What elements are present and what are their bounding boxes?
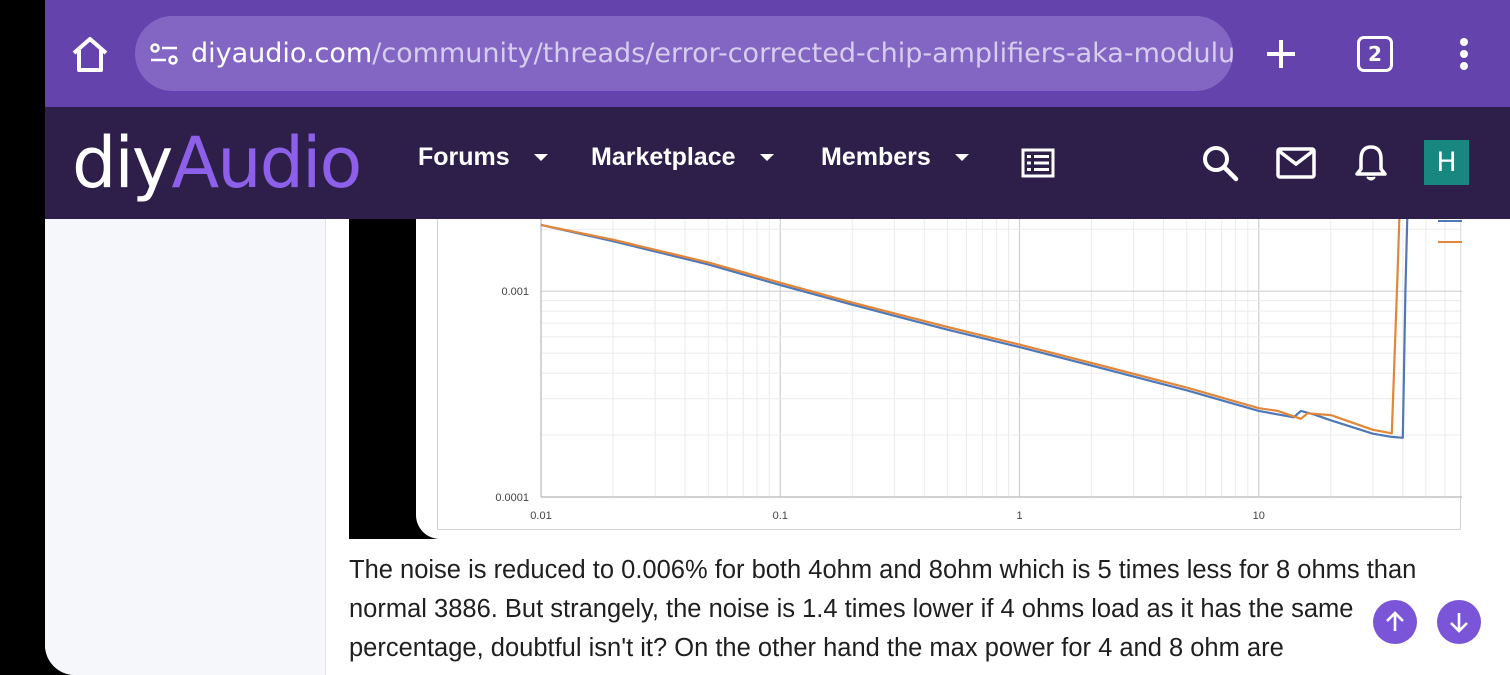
logo-part-1: diy	[72, 122, 173, 204]
url-path: /community/threads/error-corrected-chip-…	[372, 38, 1233, 69]
x-tick-label: 10	[1253, 510, 1265, 522]
bell-icon	[1355, 145, 1387, 181]
mail-icon	[1276, 147, 1316, 179]
site-header: diyAudio Forums Marketplace Members	[45, 107, 1510, 219]
nav-members-label: Members	[821, 143, 931, 171]
more-button[interactable]	[1449, 34, 1479, 74]
sidebar	[45, 219, 326, 675]
home-icon	[72, 37, 108, 72]
address-bar[interactable]: diyaudio.com/community/threads/error-cor…	[135, 16, 1233, 91]
scroll-top-button[interactable]	[1373, 600, 1417, 644]
chevron-down-icon[interactable]	[954, 154, 969, 161]
more-vert-icon	[1460, 38, 1468, 70]
inbox-button[interactable]	[1275, 143, 1317, 183]
site-settings-icon[interactable]	[149, 39, 179, 69]
search-icon	[1203, 146, 1239, 182]
x-tick-label: 1	[1016, 510, 1022, 522]
arrow-down-icon	[1450, 613, 1468, 633]
series-line-1	[540, 192, 1409, 439]
new-tab-icon	[1267, 40, 1295, 68]
alerts-button[interactable]	[1351, 141, 1391, 185]
post-body-text: The noise is reduced to 0.006% for both …	[349, 556, 1417, 662]
browser-toolbar: diyaudio.com/community/threads/error-cor…	[45, 0, 1510, 107]
tabs-button[interactable]: 2	[1355, 34, 1395, 74]
nav-members[interactable]: Members	[821, 143, 969, 172]
tabs-icon: 2	[1357, 36, 1393, 72]
y-tick-label: 0.001	[501, 286, 529, 298]
x-tick-label: 0.1	[773, 510, 788, 522]
search-button[interactable]	[1200, 143, 1240, 183]
whats-new-button[interactable]	[1020, 145, 1056, 181]
nav-forums[interactable]: Forums	[418, 143, 548, 172]
chevron-down-icon[interactable]	[533, 154, 548, 161]
home-button[interactable]	[67, 34, 113, 74]
arrow-up-icon	[1386, 611, 1404, 631]
logo-part-2: Audio	[171, 122, 362, 204]
scroll-bottom-button[interactable]	[1437, 600, 1481, 644]
url-text[interactable]: diyaudio.com/community/threads/error-cor…	[191, 38, 1233, 69]
nav-forums-label: Forums	[418, 143, 510, 171]
site-logo[interactable]: diyAudio	[72, 115, 362, 211]
list-icon	[1021, 148, 1055, 178]
avatar[interactable]: H	[1424, 140, 1469, 185]
nav-marketplace-label: Marketplace	[591, 143, 736, 171]
x-tick-label: 0.01	[530, 510, 551, 522]
new-tab-button[interactable]	[1261, 34, 1301, 74]
app-window: diyaudio.com/community/threads/error-cor…	[45, 0, 1510, 675]
nav-marketplace[interactable]: Marketplace	[591, 143, 774, 172]
chevron-down-icon[interactable]	[759, 154, 774, 161]
y-tick-label: 0.0001	[495, 492, 529, 504]
url-domain: diyaudio.com	[191, 38, 373, 69]
series-line-2	[540, 192, 1402, 435]
